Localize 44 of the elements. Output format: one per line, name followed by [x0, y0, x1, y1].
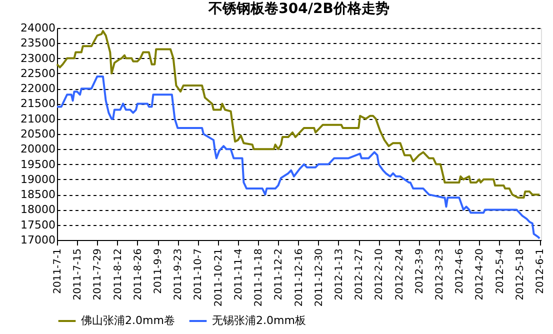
line-series	[56, 30, 541, 199]
y-tick-label: 19000	[20, 172, 56, 186]
y-tick-label: 24000	[20, 22, 56, 34]
legend-label: 无锡张浦2.0mm板	[212, 314, 306, 327]
x-tick-label: 2012-3-9	[414, 248, 426, 294]
x-tick-label: 2012-2-24	[394, 248, 406, 300]
y-tick-label: 17000	[20, 234, 56, 246]
y-tick-label: 20000	[20, 142, 56, 156]
x-tick-label: 2012-1-13	[334, 248, 345, 300]
x-tick-label: 2011-12-16	[294, 248, 305, 307]
x-tick-label: 2012-6-1	[535, 248, 546, 294]
x-tick-label: 2011-11-18	[254, 248, 265, 307]
x-tick-label: 2012-5-18	[514, 248, 526, 300]
x-tick-label: 2011-9-23	[173, 248, 184, 300]
x-tick-label: 2011-9-9	[153, 248, 164, 294]
y-tick-label: 18500	[20, 188, 56, 202]
y-tick-label: 23000	[20, 52, 56, 65]
legend-label: 佛山张浦2.0mm卷	[81, 314, 175, 327]
x-tick-label: 2011-12-30	[314, 248, 325, 307]
y-tick-label: 22500	[20, 66, 56, 80]
y-tick-label: 19500	[20, 158, 56, 171]
x-tick-label: 2011-12-2	[274, 248, 285, 300]
y-tick-label: 20500	[20, 128, 56, 140]
x-tick-label: 2012-3-23	[434, 248, 446, 300]
x-tick-label: 2012-1-27	[354, 248, 366, 300]
x-tick-label: 2011-8-26	[132, 248, 144, 300]
x-tick-label: 2011-7-15	[72, 248, 84, 300]
y-tick-label: 17500	[20, 218, 56, 232]
x-tick-label: 2011-7-29	[92, 248, 104, 300]
y-tick-label: 21500	[20, 97, 56, 110]
x-tick-label: 2011-10-21	[213, 248, 224, 307]
chart-title: 不锈钢板卷304/2B价格走势	[208, 1, 390, 17]
x-tick-label: 2012-2-10	[374, 248, 386, 300]
x-tick-label: 2011-8-12	[112, 248, 124, 300]
y-tick-label: 22000	[20, 82, 56, 96]
x-tick-label: 2011-11-4	[233, 248, 244, 300]
y-tick-label: 18000	[20, 203, 56, 216]
x-tick-label: 2011-7-1	[52, 248, 64, 294]
x-tick-label: 2011-10-7	[193, 248, 204, 300]
y-tick-label: 23500	[20, 36, 56, 50]
y-tick-label: 21000	[20, 112, 56, 126]
x-tick-label: 2012-4-20	[474, 248, 486, 300]
x-tick-label: 2012-5-4	[494, 248, 506, 294]
x-tick-label: 2012-4-6	[454, 248, 466, 294]
